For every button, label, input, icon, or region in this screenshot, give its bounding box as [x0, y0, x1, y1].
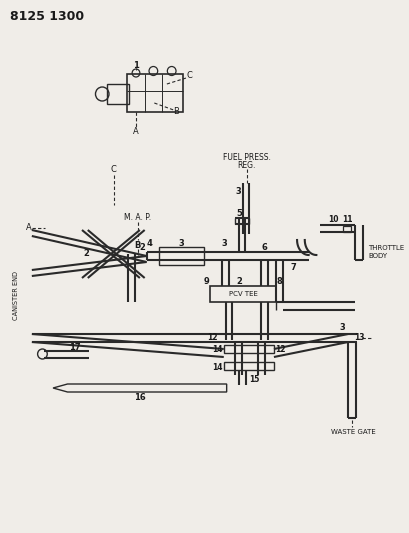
- Text: 3: 3: [235, 188, 240, 197]
- Text: 2: 2: [139, 244, 145, 253]
- Text: 14: 14: [211, 362, 222, 372]
- Text: 3: 3: [339, 322, 344, 332]
- Text: 5: 5: [236, 209, 242, 219]
- Text: 4: 4: [146, 239, 152, 248]
- Text: 6: 6: [261, 243, 267, 252]
- Text: FUEL PRESS.: FUEL PRESS.: [222, 154, 270, 163]
- Text: PCV TEE: PCV TEE: [228, 291, 257, 297]
- Text: BODY: BODY: [368, 253, 387, 259]
- Text: 15: 15: [249, 376, 259, 384]
- Text: B: B: [173, 108, 179, 117]
- Text: 2: 2: [236, 278, 242, 287]
- Text: 12: 12: [275, 345, 285, 354]
- Text: C: C: [110, 166, 117, 174]
- Text: 1: 1: [133, 61, 139, 69]
- Text: 17: 17: [69, 343, 81, 351]
- Text: 3: 3: [221, 239, 227, 248]
- Text: 11: 11: [341, 214, 352, 223]
- Bar: [342, 226, 350, 232]
- Bar: [223, 345, 273, 353]
- Bar: [223, 362, 273, 370]
- Text: 9: 9: [203, 278, 209, 287]
- Text: 14: 14: [211, 345, 222, 354]
- Bar: [107, 84, 129, 104]
- Text: CANISTER END: CANISTER END: [13, 271, 19, 319]
- Text: A: A: [133, 127, 139, 136]
- Text: THROTTLE: THROTTLE: [368, 245, 404, 251]
- Text: 8: 8: [276, 278, 282, 287]
- Text: 16: 16: [134, 393, 145, 402]
- Text: B: B: [135, 240, 141, 249]
- Text: 10: 10: [328, 214, 338, 223]
- Text: 12: 12: [207, 334, 217, 343]
- Bar: [159, 247, 203, 265]
- Bar: [210, 286, 275, 302]
- Text: 8125 1300: 8125 1300: [10, 11, 83, 23]
- Text: A: A: [26, 223, 32, 232]
- Text: 2: 2: [84, 249, 90, 259]
- Text: 13: 13: [354, 334, 364, 343]
- Text: WASTE GATE: WASTE GATE: [330, 429, 375, 435]
- Text: M. A. P.: M. A. P.: [124, 214, 151, 222]
- Text: 7: 7: [290, 263, 295, 272]
- Text: REG.: REG.: [237, 160, 256, 169]
- Text: C: C: [186, 71, 191, 80]
- Bar: [127, 74, 183, 112]
- Text: 3: 3: [178, 239, 184, 248]
